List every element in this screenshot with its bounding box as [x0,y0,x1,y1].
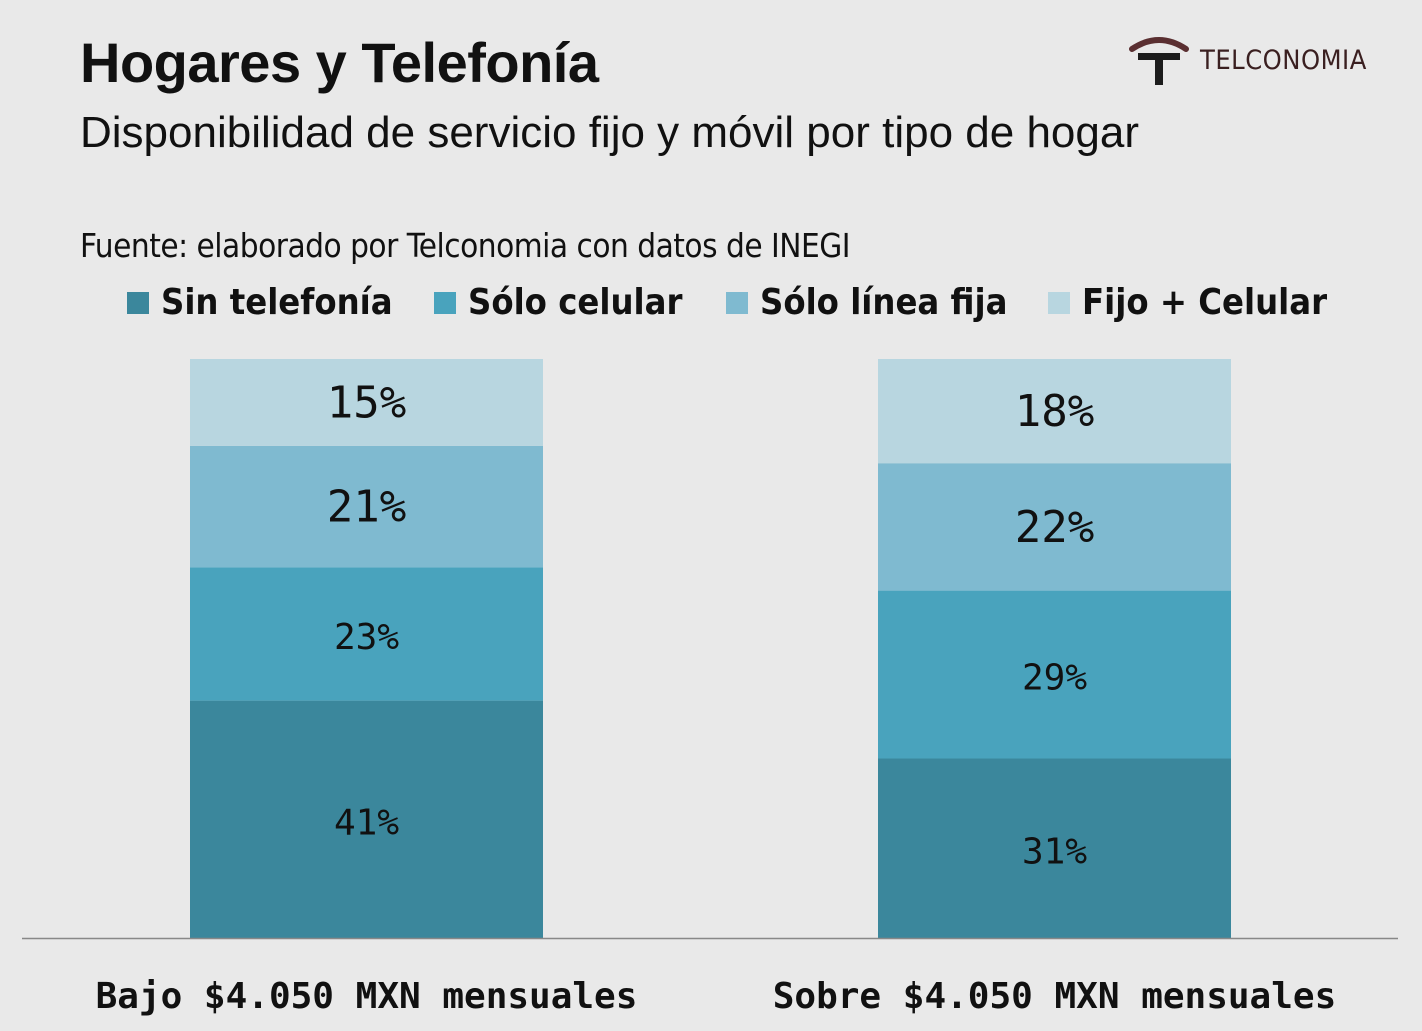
data-label: 15% [327,377,406,428]
legend-item-fijo-celular: Fijo + Celular [1048,282,1327,323]
legend-item-sin-telefonia: Sin telefonía [127,282,393,323]
brand-name: TELCONOMIA [1200,44,1367,76]
chart-subtitle: Disponibilidad de servicio fijo y móvil … [80,108,1139,157]
chart-legend: Sin telefonía Sólo celular Sólo línea fi… [0,282,1422,326]
bar-segment [878,463,1231,591]
data-label: 29% [1022,658,1087,699]
legend-label: Sólo celular [468,282,683,323]
bar-segment [878,590,1231,759]
x-tick-label: Bajo $4.050 MXN mensuales [96,976,638,1017]
brand-logo: TELCONOMIA [1128,30,1367,90]
data-label: 23% [334,617,399,658]
bar-segment [190,700,543,938]
data-label: 21% [327,482,406,533]
chart-title: Hogares y Telefonía [80,31,599,94]
bar-segment [190,359,543,446]
legend-label: Sin telefonía [161,282,393,323]
legend-swatch [127,291,149,314]
data-label: 41% [334,802,399,843]
data-label: 31% [1022,831,1087,872]
bar-segment [190,445,543,568]
x-tick-label: Sobre $4.050 MXN mensuales [773,976,1337,1017]
bar-segment [190,567,543,701]
legend-item-solo-linea-fija: Sólo línea fija [726,282,1007,323]
legend-label: Sólo línea fija [760,282,1008,323]
bar-segment [878,758,1231,938]
data-label: 18% [1015,386,1094,437]
legend-swatch [726,291,748,314]
legend-swatch [434,291,456,314]
stacked-bar-chart: 41% 23% 21% 15% Bajo $4.050 MXN mensuales 31%… [22,359,1398,1017]
legend-swatch [1048,291,1070,314]
antenna-t-logo-icon [1129,37,1189,85]
bar-segment [878,359,1231,464]
legend-label: Fijo + Celular [1082,282,1328,323]
chart-source: Fuente: elaborado por Telconomia con dat… [80,226,851,265]
data-label: 22% [1015,502,1094,553]
legend-item-solo-celular: Sólo celular [434,282,682,323]
